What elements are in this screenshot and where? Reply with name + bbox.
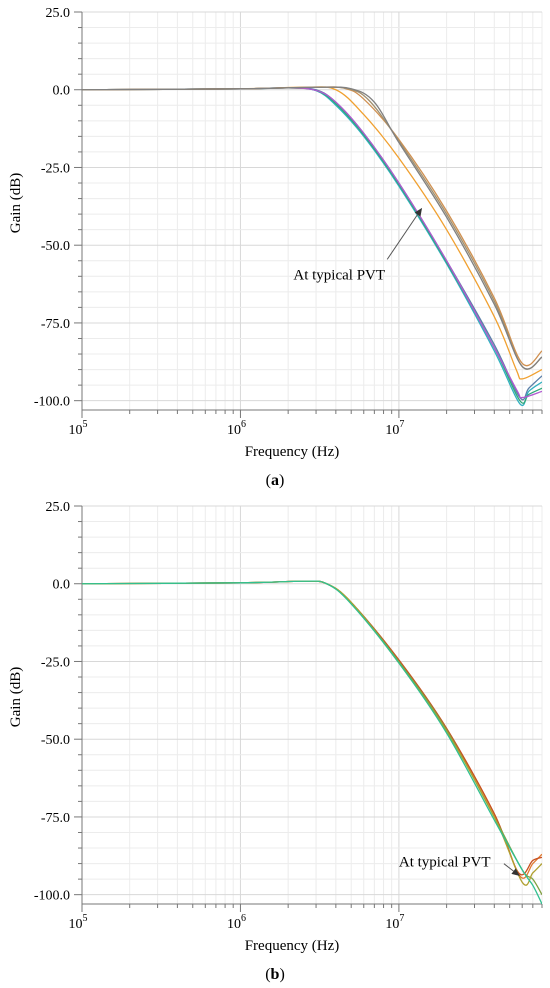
y-tick-label: -100.0 — [34, 395, 70, 410]
series-line-8 — [82, 86, 542, 370]
series-line-2 — [82, 580, 542, 876]
y-tick-label: -50.0 — [41, 239, 70, 254]
series-line-2 — [82, 87, 542, 406]
y-tick-label: 25.0 — [46, 500, 71, 515]
y-tick-label: -75.0 — [41, 811, 70, 826]
annotation-arrow-head — [511, 868, 520, 877]
series-line-4 — [82, 580, 542, 886]
annotation-text: At typical PVT — [399, 855, 491, 871]
x-tick-label: 105 — [69, 419, 88, 438]
caption-b: (b) — [265, 966, 285, 983]
x-tick-label: 106 — [227, 419, 246, 438]
annotation-text: At typical PVT — [293, 267, 385, 283]
series-line-1 — [82, 580, 542, 879]
series-line-5 — [82, 86, 542, 380]
series-line-1 — [82, 87, 542, 401]
series-group — [82, 580, 542, 904]
y-tick-label: -100.0 — [34, 889, 70, 904]
y-tick-label: -25.0 — [41, 161, 70, 176]
series-line-4 — [82, 87, 542, 399]
x-tick-label: 107 — [385, 419, 404, 438]
caption-a: (a) — [265, 472, 285, 489]
x-tick-label: 105 — [69, 913, 88, 932]
chart-a-svg: 25.0 0.0 -25.0 -50.0 -75.0 -100.0 105 106 107 Fre… — [8, 6, 543, 460]
chart-panel-b: 25.0 0.0 -25.0 -50.0 -75.0 -100.0 105 106 107 Fre… — [0, 494, 550, 988]
y-tick-label: -75.0 — [41, 317, 70, 332]
chart-b-svg: 25.0 0.0 -25.0 -50.0 -75.0 -100.0 105 106 107 Fre… — [8, 500, 543, 954]
x-axis-title: Frequency (Hz) — [245, 938, 340, 954]
annotation-arrow-head — [414, 207, 423, 217]
series-line-6 — [82, 86, 542, 367]
y-tick-label: 0.0 — [53, 578, 71, 593]
annotation-arrow-line — [386, 214, 418, 260]
y-axis-title: Gain (dB) — [8, 667, 24, 727]
y-tick-label: -25.0 — [41, 655, 70, 670]
annotation-arrow-line — [503, 863, 514, 872]
y-tick-label: 25.0 — [46, 6, 71, 21]
y-tick-label: -50.0 — [41, 733, 70, 748]
series-line-5 — [82, 580, 542, 904]
y-tick-label: 0.0 — [53, 84, 71, 99]
x-tick-label: 106 — [227, 913, 246, 932]
grid — [81, 505, 543, 904]
chart-panel-a: 25.0 0.0 -25.0 -50.0 -75.0 -100.0 105 106 107 Fre… — [8, 6, 543, 489]
series-line-7 — [82, 86, 542, 370]
series-group — [82, 86, 542, 406]
x-tick-label: 107 — [385, 913, 404, 932]
y-axis-title: Gain (dB) — [8, 173, 24, 233]
x-axis-title: Frequency (Hz) — [245, 444, 340, 460]
grid — [81, 11, 543, 410]
